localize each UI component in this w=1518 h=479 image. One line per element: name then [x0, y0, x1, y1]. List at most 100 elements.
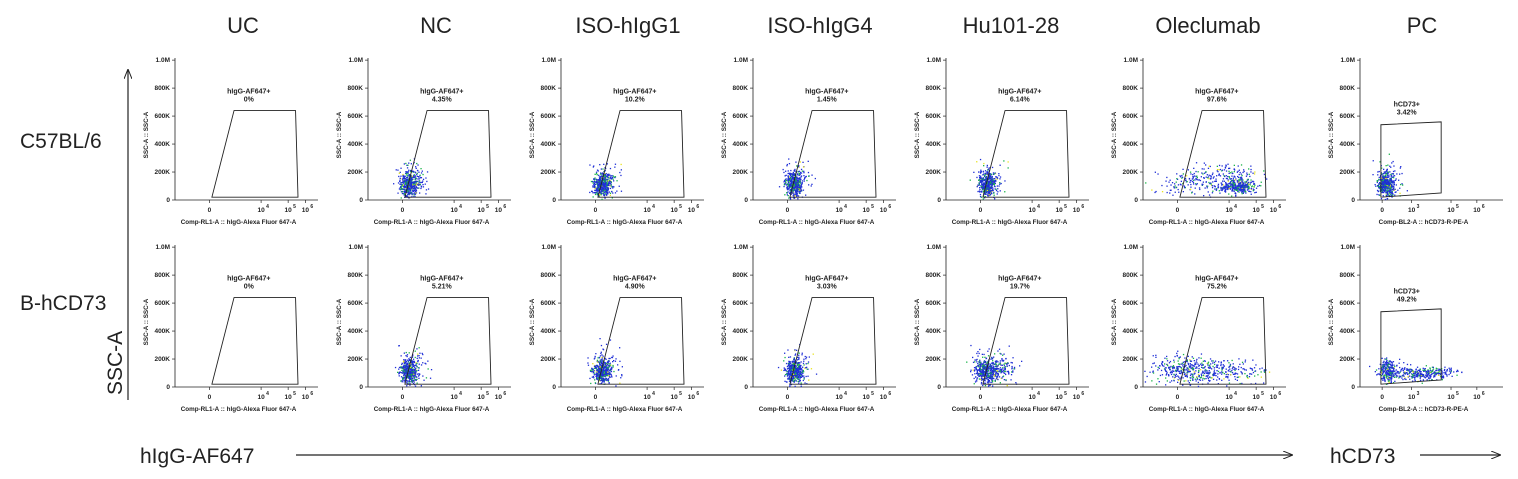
event-dot — [408, 178, 410, 180]
event-dot — [603, 178, 605, 180]
gate-label: hIgG-AF647+ — [227, 276, 270, 283]
event-dot — [988, 188, 990, 190]
event-dot — [412, 379, 414, 382]
event-dot — [1244, 184, 1246, 186]
x-tick-label: 10 — [643, 394, 651, 401]
event-dot — [410, 366, 412, 369]
x-tick-label: 10 — [450, 207, 458, 214]
event-dot — [401, 182, 403, 184]
event-dot — [601, 188, 603, 190]
event-dot — [612, 361, 614, 363]
event-dot — [401, 381, 403, 383]
event-dot — [604, 189, 606, 191]
x-tick-label: 10 — [835, 207, 843, 214]
x-tick-label: 10 — [1056, 207, 1064, 214]
event-dot — [430, 369, 433, 371]
event-dot — [593, 182, 596, 185]
x-tick-label: 10 — [285, 394, 293, 401]
event-dot — [789, 380, 791, 382]
event-dot — [795, 181, 797, 183]
event-dot — [404, 364, 406, 366]
event-dot — [415, 192, 417, 194]
event-dot — [418, 377, 420, 379]
x-tick-exponent: 6 — [696, 391, 699, 397]
event-dot — [784, 356, 786, 359]
event-dot — [978, 179, 980, 181]
y-tick-label: 200K — [347, 169, 363, 176]
event-dot — [789, 173, 791, 176]
event-dot — [991, 193, 993, 195]
event-dot — [594, 355, 596, 358]
event-dot — [987, 169, 989, 171]
event-dot — [989, 176, 992, 178]
event-dot — [401, 369, 403, 372]
event-dot — [994, 198, 996, 200]
event-dot — [789, 179, 792, 181]
event-dot — [593, 367, 596, 370]
event-dot — [398, 172, 400, 174]
event-dot — [609, 185, 611, 187]
event-dot — [609, 179, 611, 181]
event-dot — [1381, 180, 1383, 182]
event-dot — [607, 380, 610, 382]
event-dot — [592, 182, 594, 184]
y-tick-label: 600K — [1122, 113, 1138, 120]
event-dot — [791, 184, 793, 187]
event-dot — [991, 181, 994, 183]
event-dot — [1245, 192, 1247, 194]
event-dot — [1174, 183, 1176, 185]
event-dot — [606, 373, 608, 375]
event-dot — [795, 372, 797, 374]
event-dot — [983, 182, 985, 184]
event-dot — [979, 176, 981, 179]
event-dot — [605, 375, 607, 377]
event-dot — [991, 185, 993, 187]
event-dot — [1223, 175, 1225, 177]
event-dot — [427, 368, 429, 370]
event-dot — [594, 357, 596, 359]
event-dot — [991, 186, 993, 189]
event-dot — [1236, 171, 1238, 173]
event-dot — [1217, 185, 1219, 187]
event-dot — [1388, 180, 1390, 182]
event-dot — [409, 384, 411, 386]
event-dot — [609, 180, 611, 183]
event-dot — [1391, 162, 1393, 164]
event-dot — [796, 370, 798, 372]
event-dot — [1393, 177, 1395, 179]
event-dot — [1175, 187, 1177, 189]
y-tick-label: 1.0M — [1341, 57, 1355, 64]
event-dot — [609, 167, 612, 170]
event-dot — [1198, 179, 1200, 181]
event-dot — [413, 192, 416, 194]
event-dot — [1239, 189, 1241, 191]
event-dot — [1227, 188, 1229, 191]
event-dot — [815, 373, 818, 375]
event-dot — [796, 176, 798, 178]
event-dot — [1384, 184, 1387, 186]
y-tick-label: 1.0M — [1124, 57, 1138, 64]
x-tick-exponent: 5 — [1064, 391, 1067, 397]
event-dot — [996, 177, 999, 179]
event-dot — [985, 193, 987, 195]
event-dot — [1244, 184, 1246, 187]
event-dot — [619, 382, 621, 384]
event-dot — [804, 355, 806, 358]
event-dot — [621, 374, 623, 376]
event-dot — [983, 173, 985, 175]
event-dot — [977, 369, 980, 371]
col-title-oleclumab: Oleclumab — [1155, 13, 1260, 38]
event-dot — [612, 187, 614, 189]
event-dot — [982, 188, 985, 190]
event-dot — [607, 178, 609, 180]
event-dot — [787, 175, 789, 177]
event-dot — [1224, 188, 1226, 190]
event-dot — [604, 170, 606, 172]
event-dot — [605, 188, 607, 190]
x-tick-label: 10 — [1028, 207, 1036, 214]
event-dot — [410, 367, 412, 369]
event-dot — [605, 178, 607, 180]
event-dot — [406, 186, 408, 188]
event-dot — [420, 187, 422, 190]
event-dot — [794, 174, 796, 176]
